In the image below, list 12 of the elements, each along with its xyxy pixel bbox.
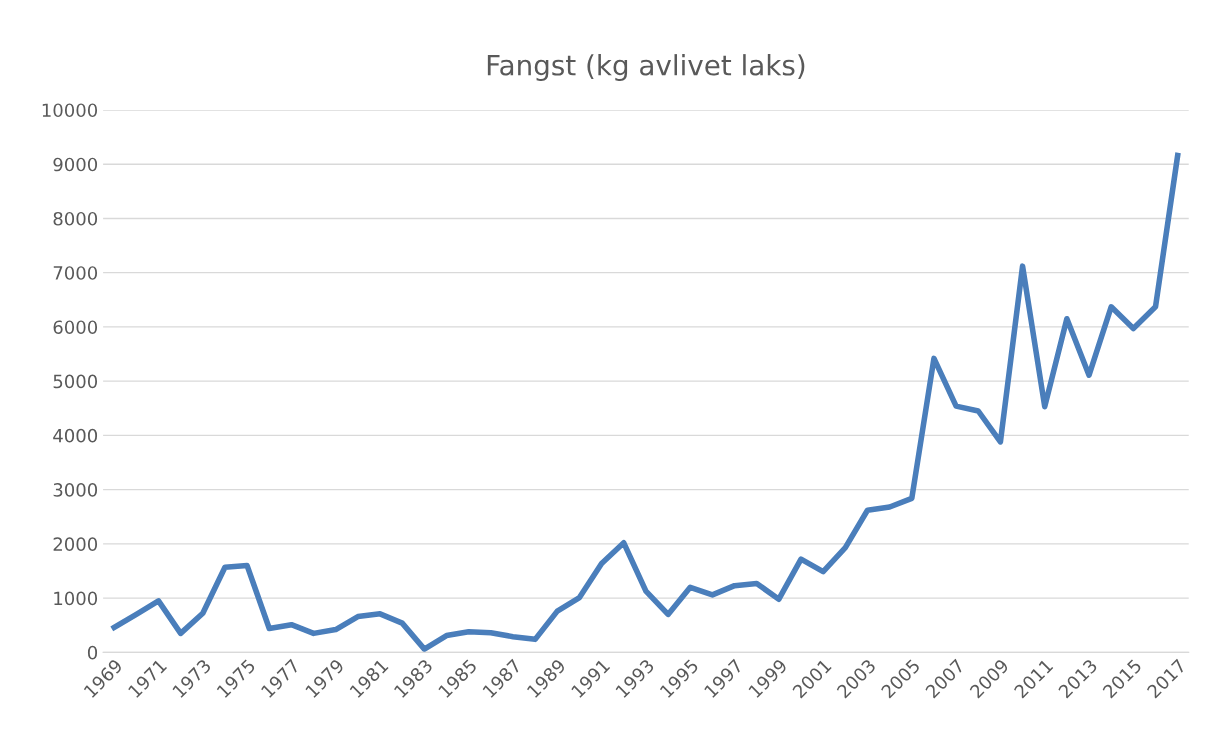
y-tick-label: 3000: [53, 483, 98, 497]
y-tick-label: 1000: [54, 591, 98, 606]
y-tick-label: 7000: [53, 266, 98, 280]
y-tick-label: 4000: [53, 428, 98, 443]
y-tick-label: 2000: [53, 537, 98, 551]
y-tick-label: 6000: [53, 320, 98, 335]
y-tick-label: 5000: [53, 374, 98, 389]
y-tick-label: 8000: [53, 211, 98, 226]
y-tick-label: 9000: [53, 157, 98, 172]
chart-title: Fangst (kg avlivet laks): [487, 54, 805, 81]
y-tick-label: 10000: [42, 103, 98, 118]
y-tick-label: 0: [87, 645, 98, 660]
